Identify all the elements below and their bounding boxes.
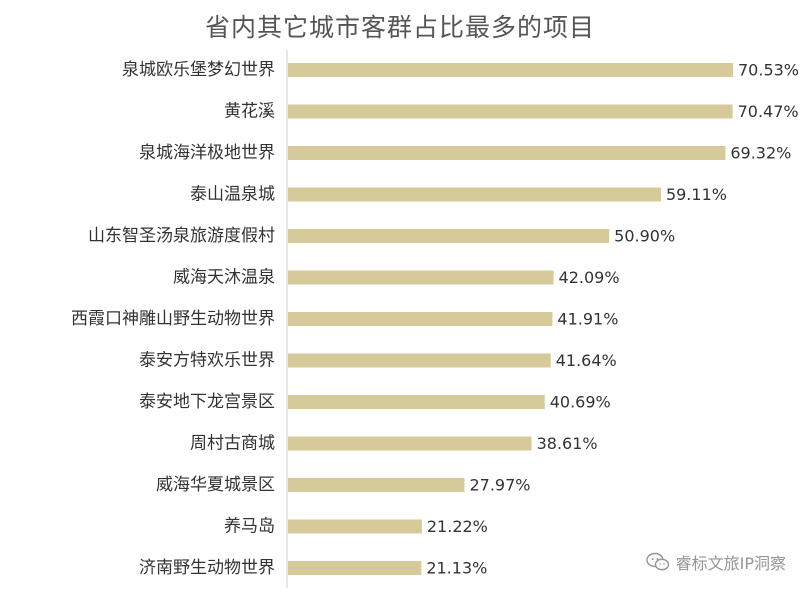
value-label: 40.69% xyxy=(550,393,611,412)
value-label: 59.11% xyxy=(666,185,727,204)
bar xyxy=(288,104,733,119)
category-label: 山东智圣汤泉旅游度假村 xyxy=(88,226,275,246)
bar xyxy=(288,353,551,368)
value-label: 41.91% xyxy=(557,310,618,329)
bar xyxy=(288,146,726,160)
value-label: 27.97% xyxy=(469,476,530,495)
value-label: 70.53% xyxy=(738,61,799,80)
category-label: 济南野生动物世界 xyxy=(139,558,275,578)
value-label: 41.64% xyxy=(556,351,617,370)
category-label: 西霞口神雕山野生动物世界 xyxy=(71,309,275,329)
value-label: 69.32% xyxy=(730,144,791,163)
category-label: 泉城欧乐堡梦幻世界 xyxy=(122,60,275,80)
category-label: 泰安方特欢乐世界 xyxy=(139,351,275,371)
bar xyxy=(288,395,545,409)
bar xyxy=(288,561,422,575)
watermark: 睿标文旅IP洞察 xyxy=(645,550,786,574)
wechat-icon xyxy=(645,552,669,571)
category-label: 威海华夏城景区 xyxy=(156,475,275,495)
bar xyxy=(288,312,553,326)
bar xyxy=(288,478,465,492)
value-labels: 70.53% 70.47% 69.32% 59.11% 50.90% 42.09% 41.9… xyxy=(426,61,799,578)
category-label: 泰安地下龙宫景区 xyxy=(139,392,275,412)
category-label: 周村古商城 xyxy=(190,434,275,454)
category-label: 养马岛 xyxy=(224,517,275,537)
value-label: 21.13% xyxy=(426,559,487,578)
category-label: 黄花溪 xyxy=(224,102,275,122)
watermark-text: 睿标文旅IP洞察 xyxy=(675,554,786,573)
bar xyxy=(288,63,733,77)
chart-title: 省内其它城市客群占比最多的项目 xyxy=(204,13,595,42)
bar xyxy=(288,519,422,534)
bar xyxy=(288,270,554,285)
value-label: 50.90% xyxy=(614,227,675,246)
category-label: 泉城海洋极地世界 xyxy=(139,143,275,163)
category-labels: 泉城欧乐堡梦幻世界黄花溪泉城海洋极地世界泰山温泉城山东智圣汤泉旅游度假村威海天沐… xyxy=(71,60,275,578)
category-label: 泰山温泉城 xyxy=(190,185,275,205)
bars xyxy=(288,63,733,575)
category-label: 威海天沐温泉 xyxy=(173,268,275,288)
bar xyxy=(288,229,610,243)
value-label: 38.61% xyxy=(537,434,598,453)
bar xyxy=(288,187,661,202)
bar xyxy=(288,436,532,451)
value-label: 21.22% xyxy=(427,517,488,536)
value-label: 42.09% xyxy=(559,268,620,287)
value-label: 70.47% xyxy=(738,102,799,121)
